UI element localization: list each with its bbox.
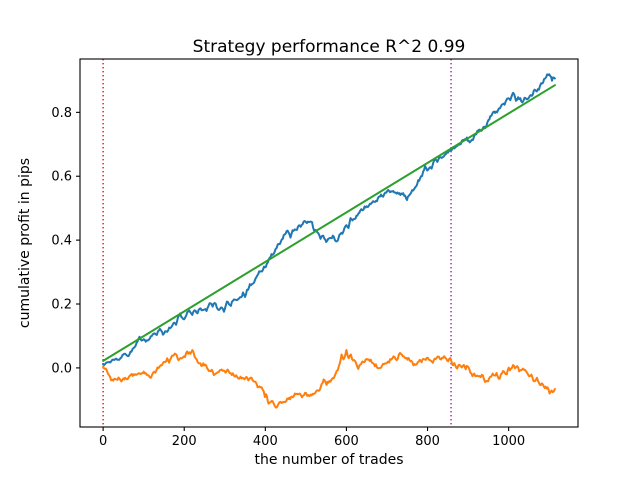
green-linear-fit-line [102,84,556,362]
x-tick-label: 200 [172,434,197,449]
x-tick-label: 800 [415,434,440,449]
vertical-marker-lines [102,59,452,427]
series-lines [102,73,556,409]
y-axis-ticks: 0.0 0.2 0.4 0.6 0.8 [51,106,80,376]
x-tick-label: 600 [334,434,359,449]
y-tick-label: 0.0 [51,361,72,376]
y-tick-label: 0.6 [51,170,72,185]
x-tick-label: 1000 [492,434,525,449]
y-tick-label: 0.2 [51,298,72,313]
blue-cumulative-profit-curve [102,73,556,366]
axes-frame [79,58,579,428]
y-tick-label: 0.8 [51,106,72,121]
x-axis-ticks: 0 200 400 600 800 1000 [99,427,525,449]
x-tick-label: 0 [99,434,107,449]
chart-title: Strategy performance R^2 0.99 [192,37,466,57]
y-tick-label: 0.4 [51,234,72,249]
x-axis-label: the number of trades [254,452,404,468]
y-axis-label: cumulative profit in pips [17,157,33,329]
orange-profit-curve [102,349,556,409]
x-tick-label: 400 [253,434,278,449]
